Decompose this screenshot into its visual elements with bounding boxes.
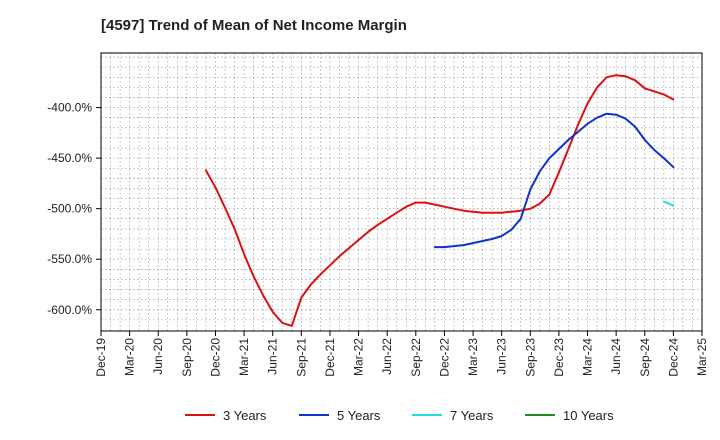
legend-label-10-years: 10 Years (563, 408, 614, 423)
x-tick-label: Mar-22 (352, 338, 366, 376)
x-tick-label: Sep-22 (409, 338, 423, 377)
x-tick-label: Mar-25 (695, 338, 709, 376)
legend-label-5-years: 5 Years (337, 408, 381, 423)
x-tick-label: Dec-23 (552, 338, 566, 377)
series-line-7-years (662, 200, 675, 207)
x-tick-label: Dec-24 (666, 338, 680, 377)
grid (101, 53, 702, 331)
x-tick-label: Sep-21 (294, 338, 308, 377)
y-tick-label: -450.0% (47, 151, 92, 165)
y-axis-ticks: -400.0% -450.0% -500.0% -550.0% -600.0% (47, 101, 101, 317)
plot-frame (100, 52, 703, 332)
x-tick-label: Sep-20 (180, 338, 194, 377)
chart-title: [4597] Trend of Mean of Net Income Margi… (101, 17, 407, 34)
x-tick-label: Dec-19 (94, 338, 108, 377)
x-tick-label: Jun-23 (495, 338, 509, 375)
x-tick-label: Jun-24 (609, 338, 623, 375)
x-tick-label: Sep-24 (638, 338, 652, 377)
x-tick-label: Mar-20 (123, 338, 137, 376)
legend-label-7-years: 7 Years (450, 408, 494, 423)
x-tick-label: Mar-23 (466, 338, 480, 376)
y-tick-label: -550.0% (47, 252, 92, 266)
y-tick-label: -600.0% (47, 303, 92, 317)
y-tick-label: -400.0% (47, 101, 92, 115)
x-tick-label: Mar-24 (581, 338, 595, 376)
y-tick-label: -500.0% (47, 202, 92, 216)
x-tick-label: Jun-20 (151, 338, 165, 375)
x-tick-label: Mar-21 (237, 338, 251, 376)
series-line-3-years (204, 74, 675, 327)
x-tick-label: Jun-22 (380, 338, 394, 375)
x-tick-label: Dec-22 (437, 338, 451, 377)
x-tick-label: Dec-20 (208, 338, 222, 377)
x-axis-ticks: Dec-19 Mar-20 Jun-20 Sep-20 Dec-20 Mar-21 Jun-… (94, 331, 709, 377)
series-layer (204, 74, 675, 327)
legend: 3 Years 5 Years 7 Years 10 Years (185, 408, 614, 423)
series-line-5-years (433, 112, 675, 249)
x-tick-label: Jun-21 (266, 338, 280, 375)
x-tick-label: Dec-21 (323, 338, 337, 377)
x-tick-label: Sep-23 (523, 338, 537, 377)
legend-label-3-years: 3 Years (223, 408, 267, 423)
